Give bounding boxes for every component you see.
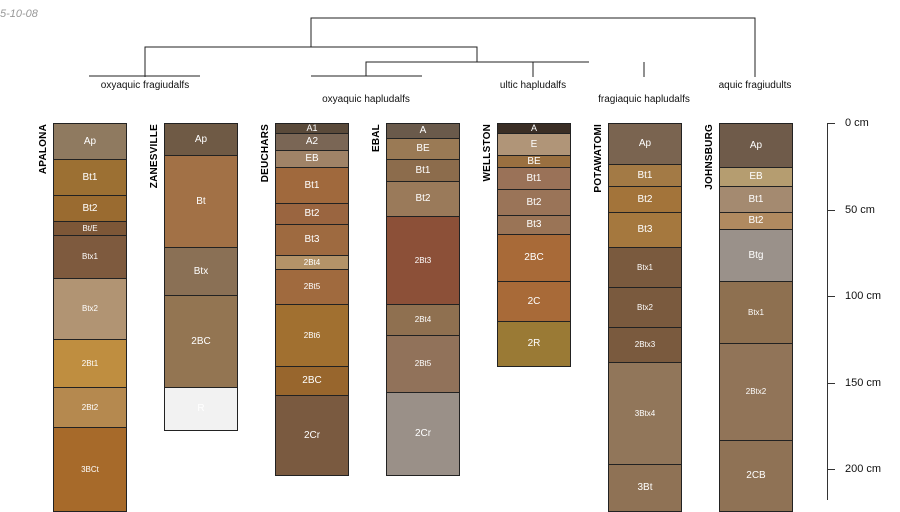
profile-column-potawatomi: Ap Bt1 Bt2 Bt3 Btx1 Btx2 2Btx3 3Btx4 3Bt [608,123,682,512]
horizon-ebal-2bt3: 2Bt3 [387,216,459,304]
dendro-branch-left [144,46,478,77]
horizon-apalona-ap: Ap [54,124,126,159]
horizon-johnsburg-bt1: Bt1 [720,186,792,212]
horizon-deuchars-2cr: 2Cr [276,395,348,475]
group-label-oxyaquic-hapludalfs: oxyaquic hapludalfs [322,94,410,105]
horizon-johnsburg-bt2: Bt2 [720,212,792,229]
horizon-johnsburg-btx1: Btx1 [720,281,792,343]
profile-name-wellston: WELLSTON [482,124,493,182]
profile-name-apalona: APALONA [38,124,49,175]
horizon-wellston-2c: 2C [498,281,570,321]
horizon-johnsburg-ap: Ap [720,124,792,167]
horizon-potawatomi-btx1: Btx1 [609,247,681,287]
horizon-ebal-2cr: 2Cr [387,392,459,475]
horizon-apalona-btx2: Btx2 [54,278,126,339]
depth-tick [827,469,835,470]
horizon-apalona-2bt2: 2Bt2 [54,387,126,427]
horizon-potawatomi-bt2: Bt2 [609,186,681,212]
horizon-zanesville-r: R [165,387,237,430]
depth-tick [827,296,835,297]
horizon-apalona-bt1: Bt1 [54,159,126,195]
profile-name-deuchars: DEUCHARS [260,124,271,183]
horizon-zanesville-2bc: 2BC [165,295,237,387]
horizon-wellston-bt2: Bt2 [498,189,570,215]
horizon-zanesville-ap: Ap [165,124,237,155]
horizon-potawatomi-bt3: Bt3 [609,212,681,247]
horizon-ebal-bt2: Bt2 [387,181,459,216]
horizon-potawatomi-bt1: Bt1 [609,164,681,186]
horizon-wellston-2r: 2R [498,321,570,366]
profile-column-johnsburg: Ap EB Bt1 Bt2 Btg Btx1 2Btx2 2CB [719,123,793,512]
horizon-johnsburg-2btx2: 2Btx2 [720,343,792,440]
horizon-deuchars-2bc: 2BC [276,366,348,395]
horizon-potawatomi-ap: Ap [609,124,681,164]
horizon-potawatomi-3bt: 3Bt [609,464,681,511]
group-label-ultic-hapludalfs: ultic hapludalfs [499,80,567,91]
horizon-wellston-2bc: 2BC [498,234,570,281]
horizon-ebal-a: A [387,124,459,138]
horizon-johnsburg-2cb: 2CB [720,440,792,511]
horizon-deuchars-2bt6: 2Bt6 [276,304,348,366]
dendro-branch-root [310,17,756,77]
horizon-deuchars-2bt5: 2Bt5 [276,269,348,304]
profile-name-potawatomi: POTAWATOMI [593,124,604,193]
horizon-deuchars-bt3: Bt3 [276,224,348,255]
horizon-apalona-bt2: Bt2 [54,195,126,221]
horizon-wellston-bt1: Bt1 [498,167,570,189]
horizon-potawatomi-2btx3: 2Btx3 [609,327,681,362]
profile-column-ebal: A BE Bt1 Bt2 2Bt3 2Bt4 2Bt5 2Cr [386,123,460,476]
depth-tick [827,210,835,211]
horizon-johnsburg-eb: EB [720,167,792,186]
profile-column-apalona: Ap Bt1 Bt2 Bt/E Btx1 Btx2 2Bt1 2Bt2 3BCt [53,123,127,512]
horizon-deuchars-a2: A2 [276,133,348,150]
depth-tick-label: 150 cm [845,377,882,389]
horizon-deuchars-a1: A1 [276,124,348,133]
horizon-ebal-be: BE [387,138,459,159]
horizon-ebal-bt1: Bt1 [387,159,459,181]
dendrogram [89,17,756,77]
profile-name-zanesville: ZANESVILLE [149,124,160,189]
horizon-zanesville-bt: Bt [165,155,237,247]
horizon-deuchars-2bt4: 2Bt4 [276,255,348,269]
depth-tick-label: 0 cm [845,117,869,129]
horizon-johnsburg-btg: Btg [720,229,792,281]
horizon-apalona-3bct: 3BCt [54,427,126,511]
profile-name-johnsburg: JOHNSBURG [704,124,715,190]
horizon-wellston-be: BE [498,155,570,167]
depth-tick-label: 100 cm [845,290,882,302]
date-stamp: 5-10-08 [0,8,38,20]
horizon-wellston-a: A [498,124,570,133]
depth-tick [827,383,835,384]
horizon-apalona-2bt1: 2Bt1 [54,339,126,387]
depth-tick-label: 50 cm [845,204,875,216]
horizon-apalona-btx1: Btx1 [54,235,126,278]
profile-name-ebal: EBAL [371,124,382,153]
horizon-ebal-2bt5: 2Bt5 [387,335,459,392]
horizon-zanesville-btx: Btx [165,247,237,295]
horizon-ebal-2bt4: 2Bt4 [387,304,459,335]
depth-tick-label: 200 cm [845,463,882,475]
dendro-branch-middle [365,61,589,76]
horizon-potawatomi-btx2: Btx2 [609,287,681,327]
depth-axis-line [827,123,828,500]
group-label-aquic-fragiudults: aquic fragiudults [718,80,792,91]
horizon-apalona-bte: Bt/E [54,221,126,235]
group-label-oxyaquic-fragiudalfs: oxyaquic fragiudalfs [100,80,190,91]
group-label-fragiaquic-hapludalfs: fragiaquic hapludalfs [598,94,690,105]
profile-column-deuchars: A1 A2 EB Bt1 Bt2 Bt3 2Bt4 2Bt5 2Bt6 2BC 2Cr [275,123,349,476]
horizon-wellston-e: E [498,133,570,155]
depth-tick [827,123,835,124]
profile-column-zanesville: Ap Bt Btx 2BC R [164,123,238,431]
horizon-deuchars-eb: EB [276,150,348,167]
horizon-deuchars-bt2: Bt2 [276,203,348,224]
horizon-wellston-bt3: Bt3 [498,215,570,234]
horizon-potawatomi-3btx4: 3Btx4 [609,362,681,464]
horizon-deuchars-bt1: Bt1 [276,167,348,203]
profile-column-wellston: A E BE Bt1 Bt2 Bt3 2BC 2C 2R [497,123,571,367]
